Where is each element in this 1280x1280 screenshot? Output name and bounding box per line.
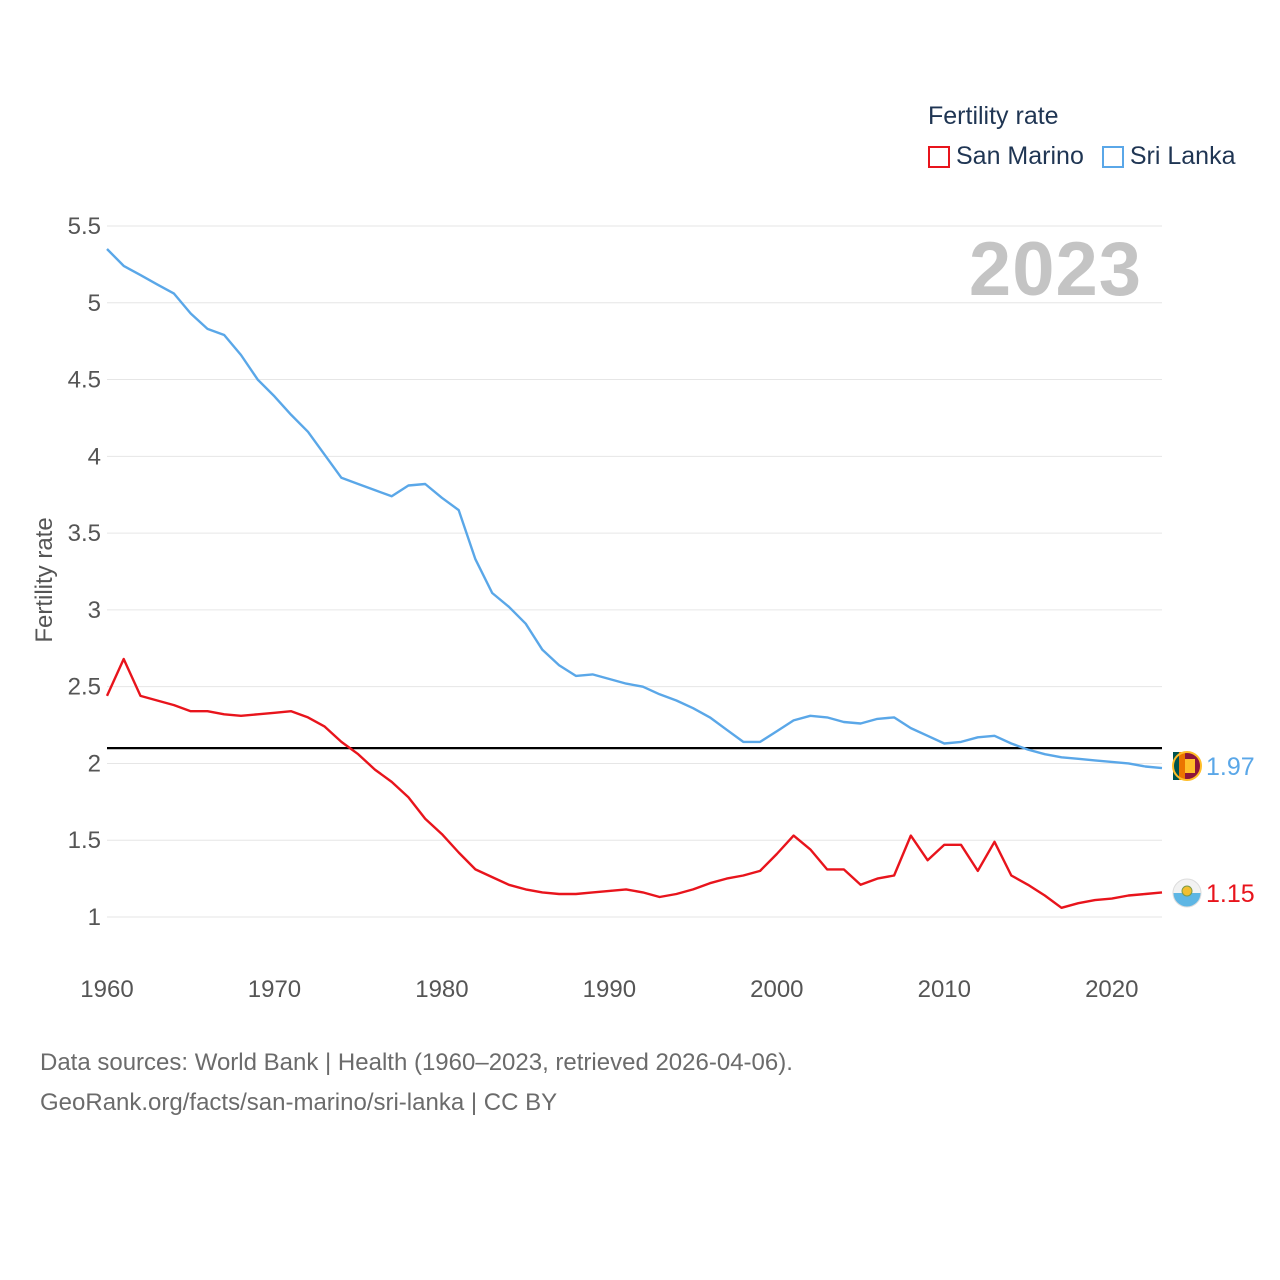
legend-item-san-marino[interactable]: San Marino xyxy=(928,142,1084,171)
y-tick-label: 1.5 xyxy=(68,827,101,854)
x-tick-label: 2000 xyxy=(750,976,803,1003)
x-tick-label: 1990 xyxy=(583,976,636,1003)
series-lines xyxy=(105,248,1163,909)
x-axis-ticks: 1960 1970 1980 1990 2000 2010 2020 xyxy=(80,976,1138,1003)
legend-swatch-san-marino xyxy=(928,145,950,168)
y-tick-label: 4 xyxy=(88,443,101,470)
flag-lion-field xyxy=(1185,759,1195,773)
y-tick-label: 3.5 xyxy=(68,520,101,547)
current-year-label: 2023 xyxy=(968,227,1142,312)
y-tick-label: 4.5 xyxy=(68,367,101,394)
x-tick-label: 2010 xyxy=(918,976,971,1003)
flag-border xyxy=(1172,878,1202,908)
y-axis-ticks: 1 1.5 2 2.5 3 3.5 4 4.5 5 5.5 xyxy=(68,213,101,931)
end-value-label-sri-lanka: 1.97 xyxy=(1206,753,1255,781)
flag-stripe-orange xyxy=(1179,752,1185,780)
legend-title: Fertility rate xyxy=(928,102,1059,130)
legend-items: San Marino Sri Lanka xyxy=(928,142,1235,171)
series-line-sri-lanka xyxy=(106,248,1163,770)
flag-stripe-green xyxy=(1173,752,1180,780)
legend: Fertility rate San Marino Sri Lanka xyxy=(928,100,1235,171)
x-tick-label: 1960 xyxy=(80,976,133,1003)
y-tick-label: 2.5 xyxy=(68,674,101,701)
legend-swatch-sri-lanka xyxy=(1101,145,1124,168)
y-tick-label: 1 xyxy=(88,904,101,931)
flag-marker-sri-lanka xyxy=(1172,751,1202,781)
flag-coat-of-arms xyxy=(1181,885,1193,897)
footer-sources: Data sources: World Bank | Health (1960–… xyxy=(40,1049,793,1076)
y-tick-label: 5 xyxy=(88,290,101,317)
series-line-san-marino xyxy=(105,657,1163,909)
y-tick-label: 3 xyxy=(88,597,101,624)
gridlines xyxy=(107,225,1162,918)
footer-attribution: GeoRank.org/facts/san-marino/sri-lanka |… xyxy=(40,1089,558,1116)
x-tick-label: 1970 xyxy=(248,976,301,1003)
y-tick-label: 5.5 xyxy=(68,213,101,240)
legend-label-sri-lanka: Sri Lanka xyxy=(1129,142,1236,170)
series-end-labels: 1.15 1.97 xyxy=(1172,751,1255,908)
flag-marker-san-marino xyxy=(1172,878,1202,908)
y-tick-label: 2 xyxy=(88,750,101,777)
footer: Data sources: World Bank | Health (1960–… xyxy=(40,1043,793,1123)
flag-border xyxy=(1172,751,1202,781)
x-tick-label: 2020 xyxy=(1085,976,1138,1003)
x-tick-label: 1980 xyxy=(415,976,468,1003)
legend-item-sri-lanka[interactable]: Sri Lanka xyxy=(1101,142,1236,171)
y-axis-label: Fertility rate xyxy=(31,517,58,642)
legend-label-san-marino: San Marino xyxy=(956,142,1084,170)
end-value-label-san-marino: 1.15 xyxy=(1206,880,1255,908)
